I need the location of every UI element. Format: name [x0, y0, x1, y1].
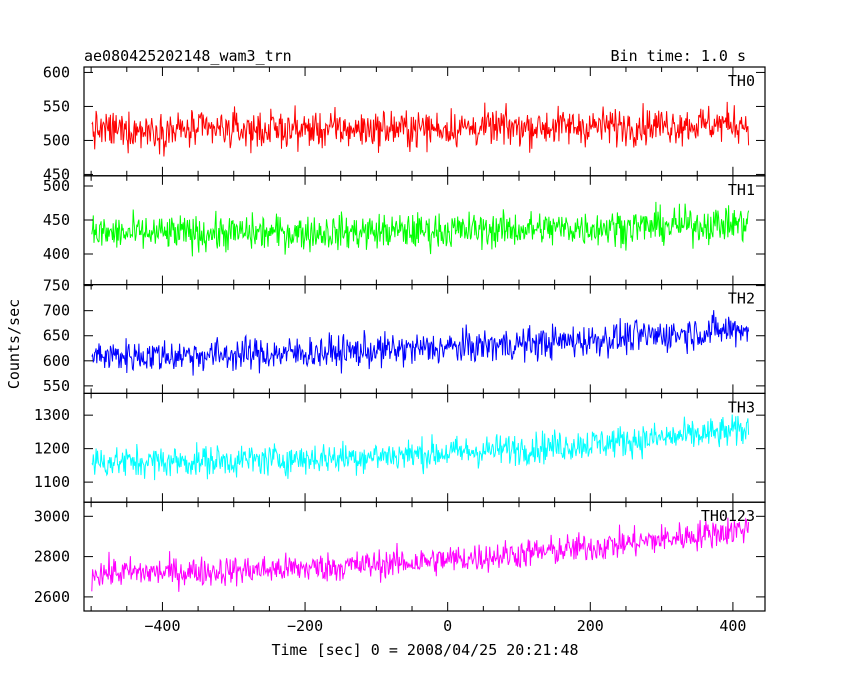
- panel-label: TH0123: [701, 507, 755, 525]
- y-tick-label: 400: [43, 245, 70, 263]
- chart-title: ae080425202148_wam3_trn: [84, 47, 292, 65]
- x-axis: −400 −200 0 200 400: [144, 617, 746, 635]
- y-tick-label: 550: [43, 97, 70, 115]
- panel-th0123: 2600 2800 3000 TH0123: [34, 501, 766, 612]
- x-axis-label: Time [sec] 0 = 2008/04/25 20:21:48: [271, 641, 578, 659]
- panel-frame: [83, 392, 766, 503]
- panel-th3: 1100 1200 1300 TH3: [34, 392, 766, 503]
- y-tick-label: 3000: [34, 507, 70, 525]
- y-tick-label: 500: [43, 177, 70, 195]
- panel-label: TH1: [728, 181, 755, 199]
- series-line-th0: [91, 101, 750, 157]
- y-tick-label: 450: [43, 165, 70, 183]
- y-tick-label: 1100: [34, 473, 70, 491]
- panel-label: TH0: [728, 72, 755, 90]
- y-tick-label: 450: [43, 211, 70, 229]
- series-line-th3: [91, 414, 750, 481]
- panel-label: TH3: [728, 398, 755, 416]
- y-tick-label: 650: [43, 327, 70, 345]
- y-tick-label: 2800: [34, 548, 70, 566]
- series-line-th1: [91, 201, 750, 257]
- x-tick-label: −400: [144, 617, 180, 635]
- bin-time-label: Bin time: 1.0 s: [611, 47, 746, 65]
- y-tick-label: 2600: [34, 588, 70, 606]
- panel-th2: 550 600 650 700 750 TH2: [43, 277, 766, 395]
- y-tick-label: 750: [43, 277, 70, 295]
- y-tick-label: 600: [43, 352, 70, 370]
- y-axis-label: Counts/sec: [5, 299, 23, 389]
- panel-label: TH2: [728, 290, 755, 308]
- x-tick-label: 400: [719, 617, 746, 635]
- y-tick-label: 1300: [34, 406, 70, 424]
- panel-th0: 450 500 550 600 TH0: [43, 63, 766, 183]
- y-tick-label: 1200: [34, 440, 70, 458]
- y-tick-label: 500: [43, 131, 70, 149]
- y-tick-label: 700: [43, 302, 70, 320]
- series-line-th0123: [91, 517, 750, 592]
- y-tick-label: 600: [43, 63, 70, 81]
- y-tick-label: 550: [43, 377, 70, 395]
- x-tick-label: −200: [287, 617, 323, 635]
- x-tick-label: 0: [443, 617, 452, 635]
- panel-th1: 400 450 500 TH1: [43, 175, 766, 286]
- x-tick-label: 200: [577, 617, 604, 635]
- series-line-th2: [91, 310, 750, 376]
